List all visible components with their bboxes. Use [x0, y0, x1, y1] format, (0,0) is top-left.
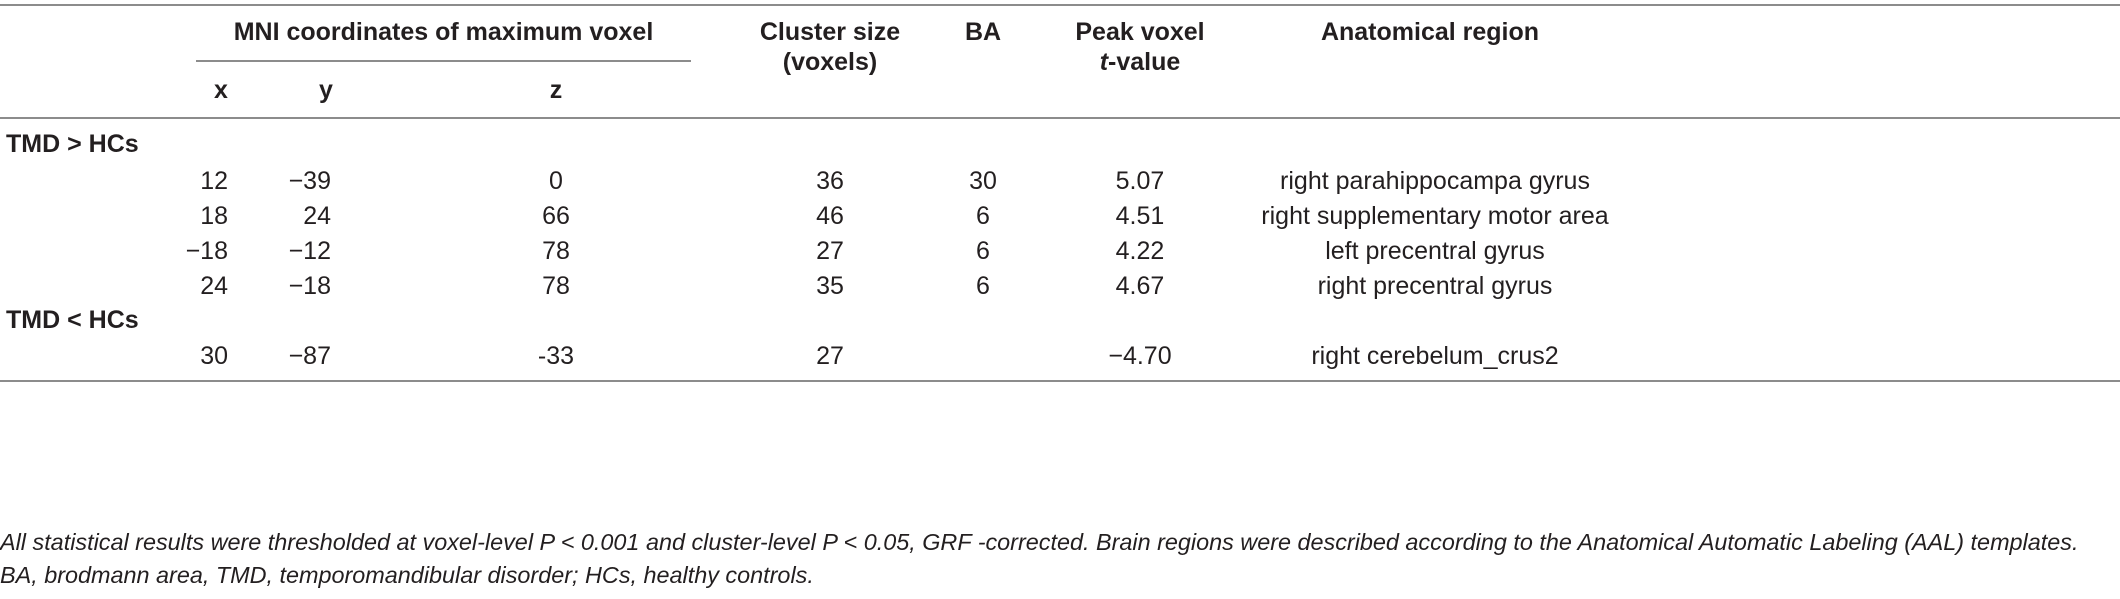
ba-header: BA — [964, 18, 1002, 46]
x-value: −18 — [185, 237, 228, 265]
cluster-size-header-line1: Cluster size — [759, 18, 901, 46]
x-value: 24 — [200, 272, 228, 300]
ba-value: 30 — [969, 167, 997, 195]
t-value: 4.67 — [1115, 272, 1165, 300]
mni-group-rule — [196, 60, 691, 62]
cluster-value: 36 — [816, 167, 844, 195]
ba-value: 6 — [976, 237, 990, 265]
peak-voxel-header-line2: t-value — [1040, 44, 1240, 80]
z-value: 78 — [542, 272, 570, 300]
z-value: 0 — [549, 167, 563, 195]
y-value: −87 — [288, 342, 331, 370]
z-value: 66 — [542, 202, 570, 230]
region-value: right precentral gyrus — [1317, 272, 1553, 300]
y-header: y — [319, 76, 333, 104]
cluster-size-header-line2: (voxels) — [782, 48, 878, 76]
region-value: right parahippocampa gyrus — [1280, 167, 1590, 195]
cluster-value: 27 — [816, 237, 844, 265]
x-value: 12 — [200, 167, 228, 195]
x-value: 30 — [200, 342, 228, 370]
t-value: 4.51 — [1115, 202, 1165, 230]
t-value: 4.22 — [1115, 237, 1165, 265]
region-value: left precentral gyrus — [1325, 237, 1545, 265]
value-suffix: -value — [1108, 48, 1181, 76]
x-header: x — [214, 76, 228, 104]
region-value: right cerebelum_crus2 — [1311, 342, 1559, 370]
cluster-value: 46 — [816, 202, 844, 230]
table-footnote: All statistical results were thresholded… — [0, 529, 2079, 588]
t-value: 5.07 — [1115, 167, 1165, 195]
top-rule — [0, 4, 2120, 6]
ba-value: 6 — [976, 272, 990, 300]
t-symbol: t — [1099, 48, 1109, 76]
table-bottom-rule — [0, 380, 2120, 382]
z-header: z — [549, 76, 563, 104]
y-value: 24 — [303, 202, 331, 230]
y-value: −18 — [288, 272, 331, 300]
t-value: −4.70 — [1108, 342, 1172, 370]
group-label-tmd-less: TMD < HCs — [6, 306, 139, 334]
y-value: −12 — [288, 237, 331, 265]
z-value: 78 — [542, 237, 570, 265]
ba-value: 6 — [976, 202, 990, 230]
header-bottom-rule — [0, 117, 2120, 119]
z-value: -33 — [537, 342, 575, 370]
cluster-value: 35 — [816, 272, 844, 300]
cluster-value: 27 — [816, 342, 844, 370]
group-label-tmd-greater: TMD > HCs — [6, 130, 139, 158]
y-value: −39 — [288, 167, 331, 195]
region-value: right supplementary motor area — [1261, 202, 1609, 230]
anatomical-region-header: Anatomical region — [1320, 18, 1540, 46]
mni-group-header: MNI coordinates of maximum voxel — [233, 18, 654, 46]
peak-voxel-header-line1: Peak voxel — [1075, 18, 1205, 46]
x-value: 18 — [200, 202, 228, 230]
